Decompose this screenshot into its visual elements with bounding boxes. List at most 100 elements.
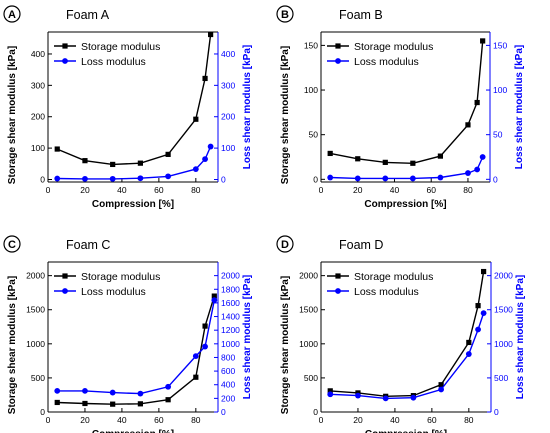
- y-right-tick-label: 200: [221, 112, 235, 122]
- x-tick-label: 0: [319, 415, 324, 425]
- data-point-square: [82, 158, 88, 164]
- legend-marker-square: [62, 43, 68, 49]
- panel-title: Foam C: [66, 238, 110, 252]
- y-left-tick-label: 50: [309, 130, 319, 140]
- data-point-circle: [202, 343, 208, 350]
- y-left-tick-label: 0: [313, 407, 318, 417]
- data-point-circle: [437, 174, 444, 181]
- data-point-circle: [202, 156, 208, 162]
- x-tick-label: 0: [46, 415, 51, 425]
- x-tick-label: 80: [463, 185, 473, 195]
- data-point-square: [193, 374, 199, 380]
- series-line: [330, 271, 485, 398]
- y-right-tick-label: 100: [493, 85, 507, 95]
- y-right-tick-label: 1000: [221, 339, 240, 349]
- y-right-tick-label: 50: [493, 130, 503, 140]
- storage-series: [54, 293, 217, 407]
- loss-series: [327, 310, 487, 402]
- data-point-square: [165, 151, 171, 157]
- data-point-square: [355, 156, 361, 162]
- data-point-circle: [382, 395, 389, 402]
- data-point-circle: [438, 386, 445, 393]
- x-tick-label: 60: [154, 415, 164, 425]
- series-line: [57, 300, 215, 395]
- data-point-square: [475, 303, 481, 309]
- x-tick-label: 40: [117, 185, 127, 195]
- data-point-square: [382, 159, 388, 165]
- panel-label-text: C: [8, 239, 16, 251]
- x-tick-label: 80: [464, 415, 474, 425]
- y-left-tick-label: 1500: [26, 305, 45, 315]
- storage-series: [54, 31, 214, 168]
- data-point-circle: [54, 175, 61, 182]
- data-point-square: [480, 38, 486, 44]
- data-point-circle: [165, 383, 172, 390]
- data-point-circle: [327, 174, 334, 181]
- panel-label: D: [276, 235, 294, 253]
- data-point-square: [465, 122, 471, 128]
- y-right-tick-label: 1800: [221, 284, 240, 294]
- y-right-tick-label: 0: [494, 407, 499, 417]
- x-tick-label: 60: [154, 185, 164, 195]
- legend: Storage modulus Loss modulus: [54, 41, 160, 68]
- y-right-tick-label: 150: [493, 40, 507, 50]
- panel-a: A Foam A 0 20 40 60 80 0 100 200 300 400 0 100 200 300 4…: [3, 5, 253, 210]
- y-right-tick-label: 1200: [221, 325, 240, 335]
- panel-title: Foam D: [339, 238, 383, 252]
- data-point-circle: [192, 353, 199, 359]
- data-point-square: [208, 31, 214, 38]
- data-point-circle: [109, 389, 116, 396]
- loss-series: [54, 143, 214, 182]
- data-point-square: [211, 293, 217, 299]
- data-point-circle: [211, 297, 218, 304]
- y-right-tick-label: 800: [221, 352, 235, 362]
- x-tick-label: 0: [319, 185, 324, 195]
- y-right-tick-label: 100: [221, 143, 235, 153]
- legend-label: Storage modulus: [81, 271, 160, 283]
- data-point-circle: [474, 166, 481, 173]
- data-point-circle: [409, 175, 416, 182]
- y-right-tick-label: 0: [493, 174, 498, 184]
- data-point-square: [474, 99, 480, 106]
- legend-label: Storage modulus: [354, 41, 433, 53]
- panel-c: C Foam C0 20 40 60 80050010001500200002004006…: [3, 235, 253, 433]
- data-point-square: [110, 401, 116, 407]
- y-left-tick-label: 500: [31, 373, 45, 383]
- y-left-tick-label: 400: [31, 49, 45, 59]
- series-line: [330, 156, 484, 180]
- panel-label-text: B: [281, 9, 289, 21]
- data-point-circle: [165, 173, 172, 180]
- x-tick-label: 40: [117, 415, 127, 425]
- y-right-tick-label: 2000: [221, 271, 240, 281]
- x-axis-label: Compression [%]: [365, 429, 447, 433]
- y-left-tick-label: 200: [31, 112, 45, 122]
- x-axis-label: Compression [%]: [364, 199, 446, 210]
- data-point-square: [82, 400, 88, 407]
- x-tick-label: 80: [191, 185, 201, 195]
- y-left-tick-label: 100: [31, 143, 45, 153]
- panel-label-circle: [276, 5, 294, 23]
- data-point-circle: [137, 390, 144, 397]
- legend-label: Storage modulus: [81, 41, 160, 53]
- y-right-tick-label: 600: [221, 366, 235, 376]
- y-left-tick-label: 1000: [299, 339, 318, 349]
- data-point-square: [438, 382, 444, 388]
- y-right-tick-label: 400: [221, 49, 235, 59]
- legend-marker-circle: [335, 58, 341, 64]
- series-line: [57, 146, 212, 180]
- data-point-circle: [465, 170, 471, 176]
- y-right-tick-label: 1400: [221, 312, 240, 322]
- data-point-square: [202, 323, 208, 329]
- data-point-circle: [355, 392, 361, 399]
- y-left-tick-label: 0: [40, 174, 45, 184]
- data-point-circle: [410, 394, 417, 401]
- y-left-tick-label: 0: [313, 174, 318, 184]
- panel-label-text: D: [281, 239, 289, 251]
- data-point-circle: [480, 310, 487, 317]
- series-line: [56, 34, 212, 166]
- y-left-tick-label: 1500: [299, 305, 318, 315]
- y-right-tick-label: 1600: [221, 298, 240, 308]
- data-point-square: [202, 75, 208, 82]
- data-point-circle: [479, 154, 486, 160]
- data-point-circle: [465, 351, 472, 357]
